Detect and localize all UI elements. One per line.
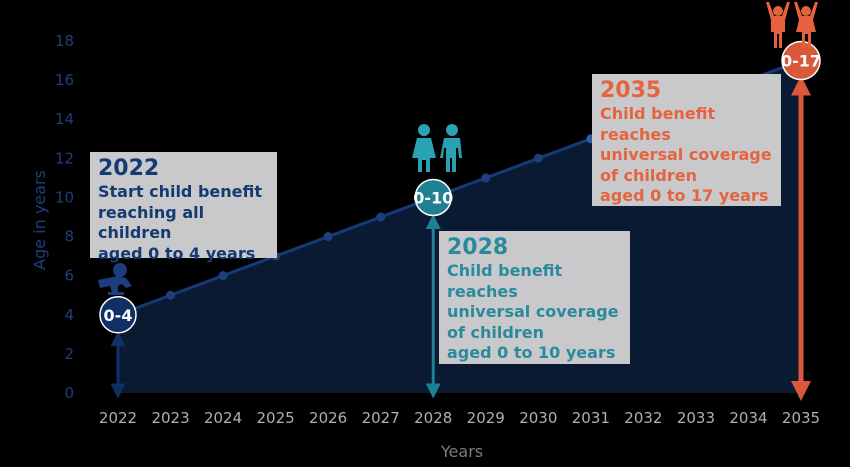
milestone-badge-label-2035: 0-17 xyxy=(781,52,821,71)
y-tick-label: 10 xyxy=(55,188,74,206)
x-tick-label: 2025 xyxy=(257,409,295,427)
callout-2028-line-2: universal coverage xyxy=(447,302,619,322)
teenagers-icon xyxy=(766,2,818,48)
x-tick-label: 2032 xyxy=(624,409,662,427)
x-axis-label: Years xyxy=(440,442,483,461)
callout-2022-year: 2022 xyxy=(98,156,160,181)
x-tick-label: 2035 xyxy=(782,409,820,427)
x-tick-label: 2029 xyxy=(467,409,505,427)
x-tick-label: 2028 xyxy=(414,409,452,427)
milestone-badge-label-2022: 0-4 xyxy=(104,306,133,325)
y-tick-label: 6 xyxy=(64,267,74,285)
callout-2035-year: 2035 xyxy=(600,78,662,103)
callout-2035-line-4: aged 0 to 17 years xyxy=(600,186,769,206)
data-point xyxy=(481,173,491,183)
milestone-badge-2022 xyxy=(99,296,137,334)
y-axis-label: Age in years xyxy=(30,170,49,270)
callout-2028-line-1: Child benefit reaches xyxy=(447,261,563,301)
callout-2035-line-2: universal coverage xyxy=(600,145,772,165)
data-point xyxy=(376,212,386,222)
data-point xyxy=(323,232,333,242)
milestone-badge-2028 xyxy=(414,178,452,217)
x-tick-label: 2033 xyxy=(677,409,715,427)
y-tick-label: 2 xyxy=(64,345,74,363)
y-tick-label: 4 xyxy=(64,306,74,324)
callout-2035-line-3: of children xyxy=(600,165,697,185)
y-tick-label: 16 xyxy=(55,71,74,89)
x-tick-label: 2024 xyxy=(204,409,242,427)
milestone-badge-label-2028: 0-10 xyxy=(413,188,453,207)
y-tick-label: 8 xyxy=(64,228,74,246)
x-tick-label: 2034 xyxy=(729,409,767,427)
callout-2035-line-1: Child benefit reaches xyxy=(600,104,716,144)
children-icon xyxy=(412,124,462,172)
callout-2028-line-3: of children xyxy=(447,322,544,342)
x-tick-label: 2022 xyxy=(99,409,137,427)
x-tick-label: 2030 xyxy=(519,409,557,427)
callout-2035: 2035 Child benefit reaches universal cov… xyxy=(592,74,781,206)
x-tick-label: 2026 xyxy=(309,409,347,427)
callout-2028-year: 2028 xyxy=(447,235,509,260)
x-tick-label: 2031 xyxy=(572,409,610,427)
callout-2028: 2028 Child benefit reaches universal cov… xyxy=(439,231,630,364)
data-point xyxy=(166,290,176,300)
x-tick-label: 2027 xyxy=(362,409,400,427)
callout-2022: 2022 Start child benefit reaching all ch… xyxy=(90,152,277,263)
data-point xyxy=(533,153,543,163)
baby-icon xyxy=(98,263,132,295)
y-tick-label: 0 xyxy=(64,384,74,402)
x-tick-label: 2023 xyxy=(151,409,189,427)
y-tick-label: 18 xyxy=(55,32,74,50)
milestone-badge-2035 xyxy=(781,40,821,81)
y-tick-label: 12 xyxy=(55,149,74,167)
callout-2022-line-2: reaching all children xyxy=(98,202,205,243)
callout-2028-line-4: aged 0 to 10 years xyxy=(447,343,616,363)
data-point xyxy=(218,271,228,281)
callout-2022-line-3: aged 0 to 4 years xyxy=(98,243,256,263)
callout-2022-line-1: Start child benefit xyxy=(98,182,262,202)
y-tick-label: 14 xyxy=(55,110,74,128)
